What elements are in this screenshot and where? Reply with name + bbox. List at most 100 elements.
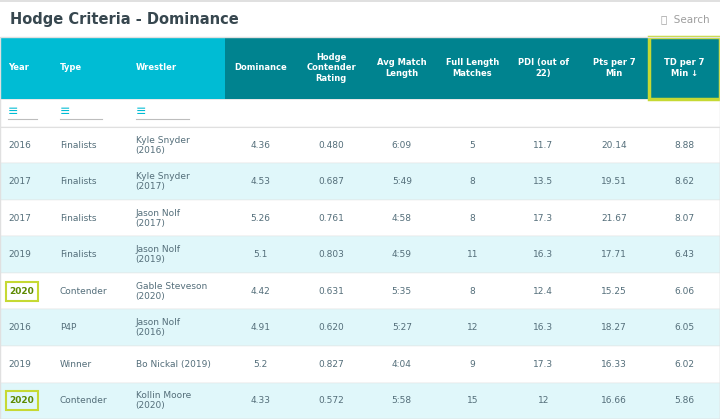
Bar (649, 37, 720, 99)
Text: 12: 12 (538, 396, 549, 405)
Text: 4:58: 4:58 (392, 214, 412, 223)
Text: 8.07: 8.07 (675, 214, 695, 223)
Text: 4:59: 4:59 (392, 250, 412, 259)
Bar (0, 310, 720, 346)
Text: 8: 8 (469, 177, 475, 186)
Text: Kyle Snyder
(2016): Kyle Snyder (2016) (135, 136, 189, 155)
Text: 16.3: 16.3 (534, 323, 553, 332)
Text: 2016: 2016 (8, 323, 31, 332)
Text: 9: 9 (469, 360, 475, 369)
Bar (0, 127, 720, 163)
Text: Jason Nolf
(2016): Jason Nolf (2016) (135, 318, 181, 337)
Text: 0.631: 0.631 (318, 287, 344, 296)
Text: 0.761: 0.761 (318, 214, 344, 223)
Text: 16.66: 16.66 (601, 396, 627, 405)
Text: 5:35: 5:35 (392, 287, 412, 296)
Text: Finalists: Finalists (60, 141, 96, 150)
Text: P4P: P4P (60, 323, 76, 332)
Bar (0, 37, 225, 99)
Bar (0, 163, 720, 200)
Text: 4.36: 4.36 (251, 141, 271, 150)
Text: 0.827: 0.827 (318, 360, 344, 369)
Text: 17.3: 17.3 (534, 360, 553, 369)
Text: 12.4: 12.4 (534, 287, 553, 296)
Text: 2016: 2016 (8, 141, 31, 150)
Bar (0, 346, 720, 383)
Text: 4.91: 4.91 (251, 323, 271, 332)
Text: 17.71: 17.71 (601, 250, 627, 259)
Text: 15: 15 (467, 396, 478, 405)
Text: 6.06: 6.06 (675, 287, 695, 296)
Text: 17.3: 17.3 (534, 214, 553, 223)
Text: Wrestler: Wrestler (135, 64, 177, 72)
Text: Avg Match
Length: Avg Match Length (377, 58, 427, 78)
Bar (6, 391, 38, 410)
Text: 6.02: 6.02 (675, 360, 695, 369)
Bar (0, 200, 720, 236)
Text: 5:49: 5:49 (392, 177, 412, 186)
Text: ≡: ≡ (8, 104, 19, 117)
Bar (0, 273, 720, 310)
Text: Year: Year (8, 64, 29, 72)
Text: 19.51: 19.51 (601, 177, 627, 186)
Text: Finalists: Finalists (60, 214, 96, 223)
Text: 🔍  Search: 🔍 Search (662, 15, 710, 24)
Text: 11.7: 11.7 (534, 141, 553, 150)
Bar (6, 282, 38, 301)
Text: 5.26: 5.26 (251, 214, 271, 223)
Text: Hodge Criteria - Dominance: Hodge Criteria - Dominance (10, 12, 239, 27)
Text: 6:09: 6:09 (392, 141, 412, 150)
Text: 8.88: 8.88 (675, 141, 695, 150)
Text: 0.480: 0.480 (318, 141, 344, 150)
Text: Contender: Contender (60, 287, 107, 296)
Bar (0, 236, 720, 273)
Bar (0, 0, 720, 2)
Text: Kollin Moore
(2020): Kollin Moore (2020) (135, 391, 191, 411)
Text: 2019: 2019 (8, 360, 31, 369)
Text: 5: 5 (469, 141, 475, 150)
Text: 5:27: 5:27 (392, 323, 412, 332)
Text: Finalists: Finalists (60, 250, 96, 259)
Text: Gable Steveson
(2020): Gable Steveson (2020) (135, 282, 207, 301)
Text: 8.62: 8.62 (675, 177, 695, 186)
Text: Kyle Snyder
(2017): Kyle Snyder (2017) (135, 172, 189, 191)
Text: Jason Nolf
(2017): Jason Nolf (2017) (135, 209, 181, 228)
Text: Jason Nolf
(2019): Jason Nolf (2019) (135, 245, 181, 264)
Bar (0, 383, 720, 419)
Bar (0, 2, 720, 37)
Bar (225, 37, 649, 99)
Text: 18.27: 18.27 (601, 323, 627, 332)
Text: ≡: ≡ (135, 104, 146, 117)
Text: 0.803: 0.803 (318, 250, 344, 259)
Text: 11: 11 (467, 250, 478, 259)
Text: 8: 8 (469, 214, 475, 223)
Text: 15.25: 15.25 (601, 287, 627, 296)
Bar (0, 99, 720, 127)
Text: Dominance: Dominance (234, 64, 287, 72)
Text: 4:04: 4:04 (392, 360, 412, 369)
Text: 20.14: 20.14 (601, 141, 627, 150)
Text: 5.1: 5.1 (253, 250, 268, 259)
Text: 21.67: 21.67 (601, 214, 627, 223)
Text: Winner: Winner (60, 360, 92, 369)
Text: 6.05: 6.05 (675, 323, 695, 332)
Text: Pts per 7
Min: Pts per 7 Min (593, 58, 635, 78)
Text: PDI (out of
22): PDI (out of 22) (518, 58, 569, 78)
Text: TD per 7
Min ↓: TD per 7 Min ↓ (665, 58, 705, 78)
Text: 16.33: 16.33 (601, 360, 627, 369)
Text: 4.53: 4.53 (251, 177, 271, 186)
Text: 2019: 2019 (8, 250, 31, 259)
Text: 13.5: 13.5 (534, 177, 553, 186)
Text: 0.620: 0.620 (318, 323, 344, 332)
Text: 4.33: 4.33 (251, 396, 271, 405)
Text: 16.3: 16.3 (534, 250, 553, 259)
Text: 5:58: 5:58 (392, 396, 412, 405)
Text: 8: 8 (469, 287, 475, 296)
Text: Hodge
Contender
Rating: Hodge Contender Rating (306, 53, 356, 83)
Text: 5.2: 5.2 (253, 360, 268, 369)
Text: 2017: 2017 (8, 214, 31, 223)
Text: 5.86: 5.86 (675, 396, 695, 405)
Text: 6.43: 6.43 (675, 250, 695, 259)
Text: Type: Type (60, 64, 82, 72)
Text: 4.42: 4.42 (251, 287, 270, 296)
